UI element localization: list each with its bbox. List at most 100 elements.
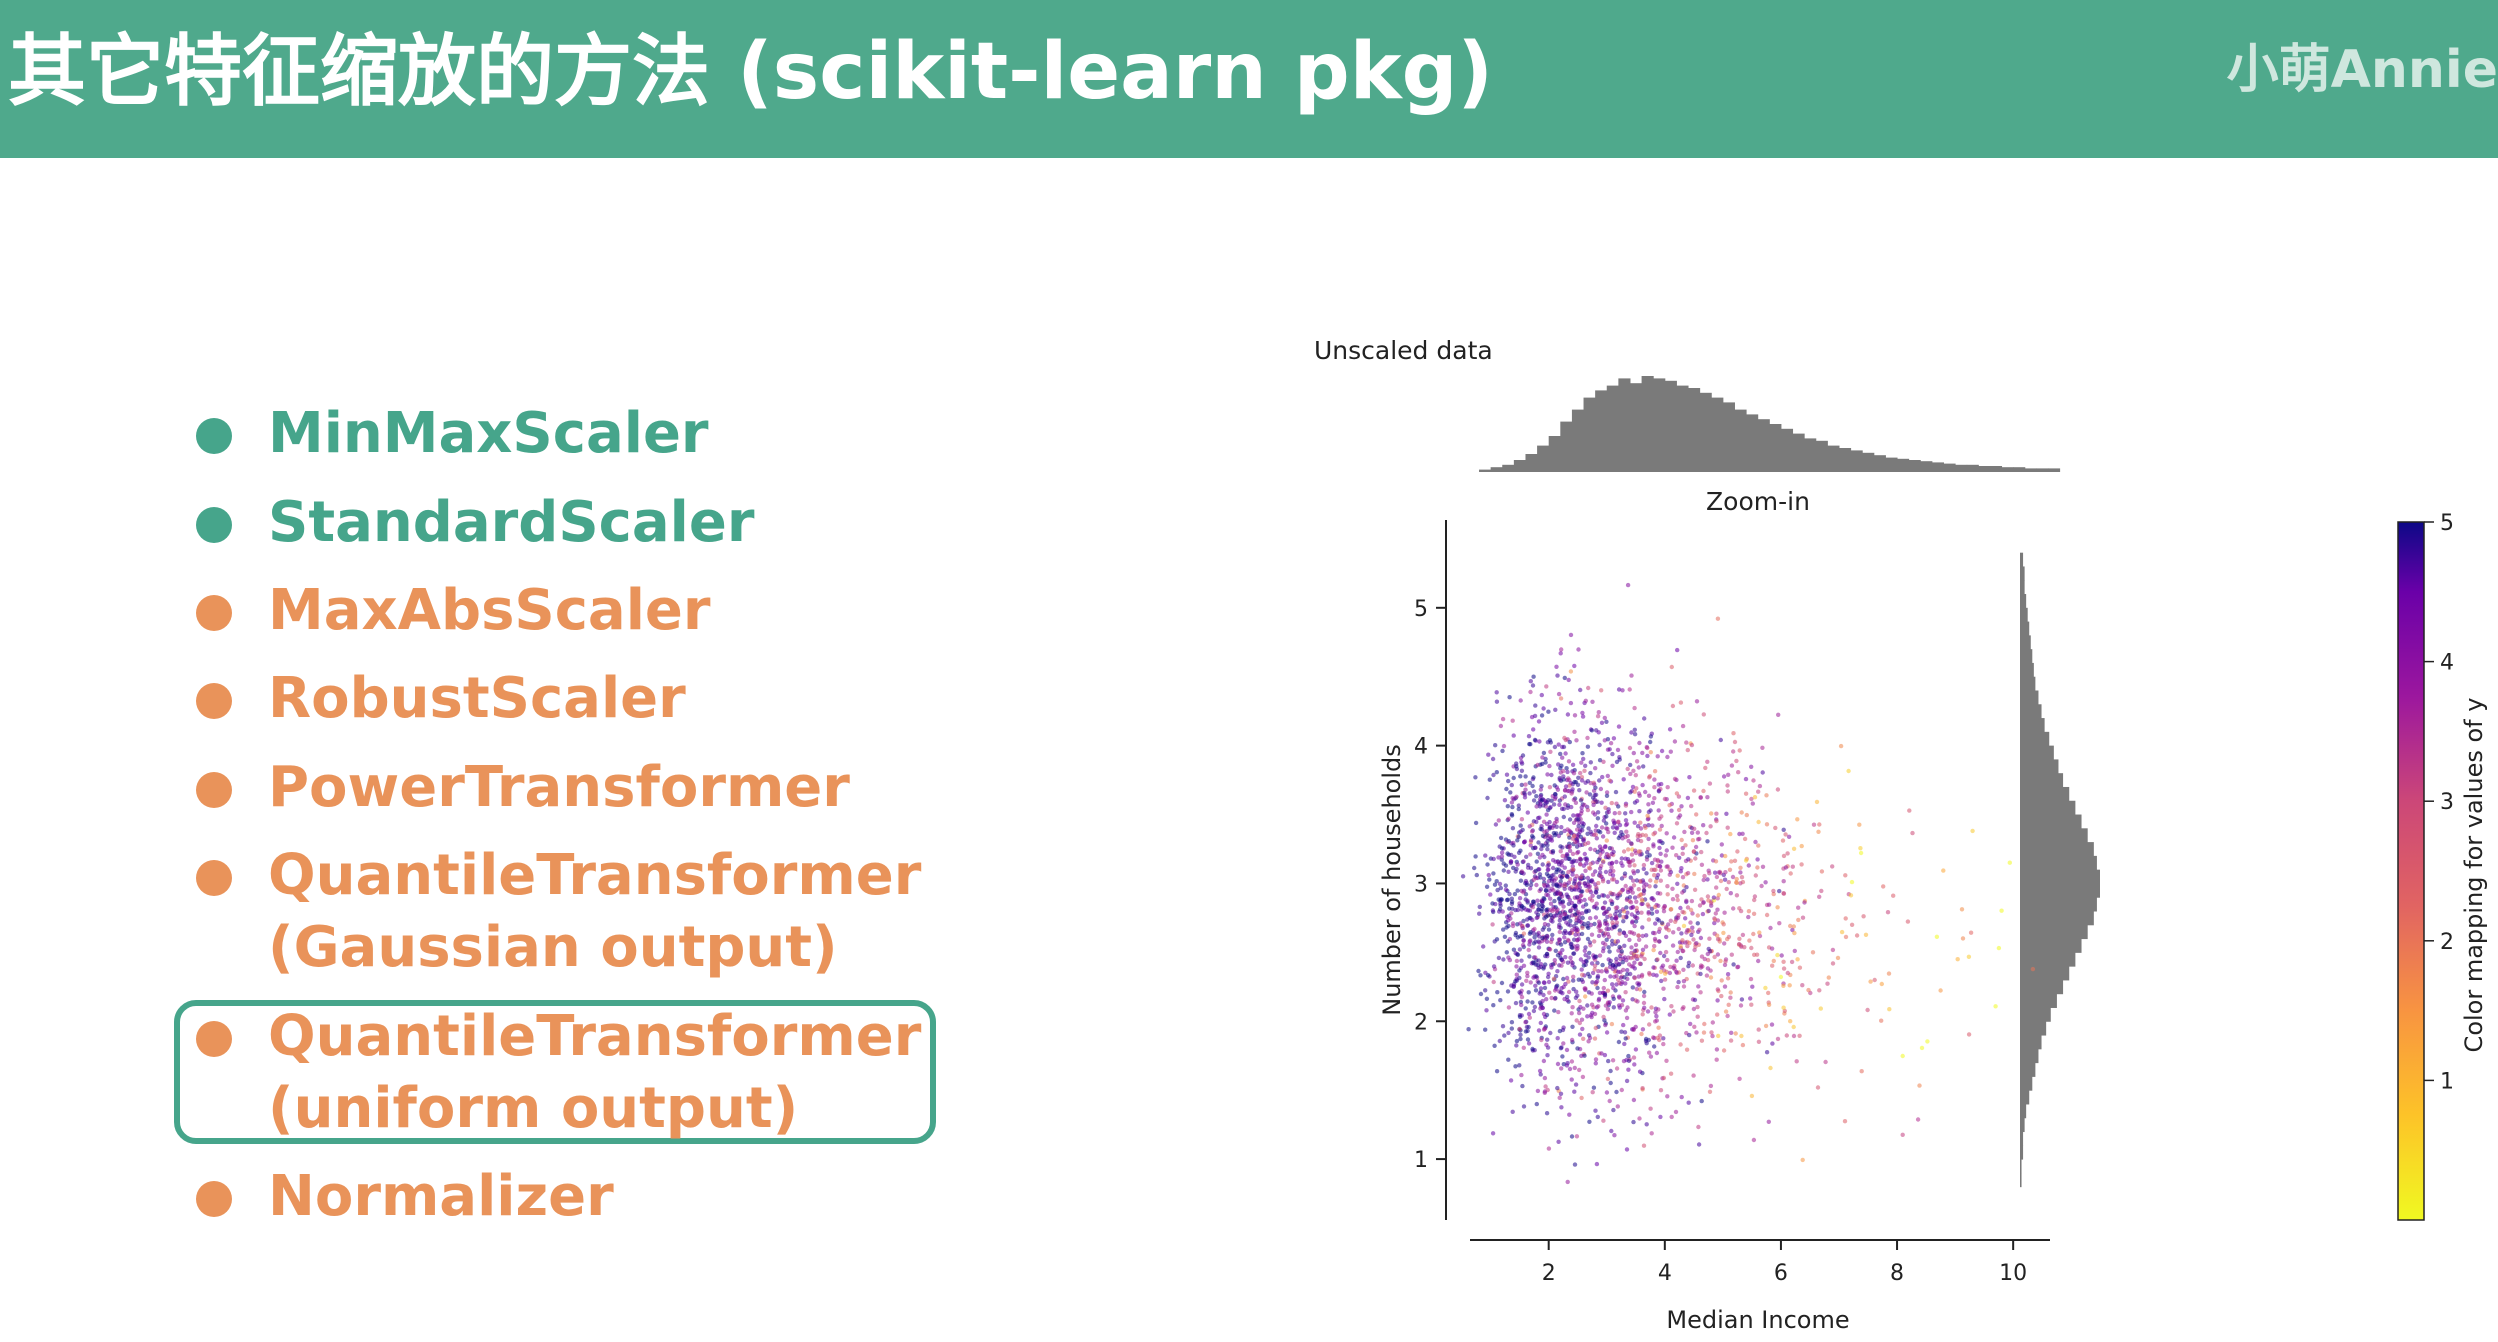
right-hist-bar (2020, 635, 2031, 650)
scatter-point (1674, 958, 1679, 963)
scatter-point (1533, 703, 1538, 708)
scatter-point (1610, 873, 1616, 878)
scatter-point (1628, 971, 1633, 977)
x-tick-label: 10 (1999, 1261, 2027, 1286)
scatter-point (1515, 935, 1520, 940)
scatter-point (1646, 802, 1651, 807)
scatter-point (1564, 766, 1569, 771)
scatter-point (1728, 891, 1733, 896)
scatter-point (1691, 788, 1697, 793)
top-hist-bar (1897, 458, 1910, 472)
scatter-point (1524, 1024, 1530, 1030)
scatter-point (1574, 873, 1579, 879)
scatter-point (1731, 749, 1736, 754)
scatter-point (1752, 894, 1758, 899)
scatter-point (1663, 971, 1668, 976)
scatter-point (1574, 894, 1580, 900)
scatter-point (1562, 865, 1567, 870)
scatter-point (1639, 974, 1645, 979)
scatter-point (1596, 933, 1602, 939)
scatter-point (1651, 897, 1656, 903)
scatter-point (1526, 1011, 1532, 1017)
scatter-point (1533, 988, 1539, 993)
scatter-point (1830, 864, 1835, 869)
scatter-point (1695, 1014, 1700, 1019)
scatter-point (1621, 1022, 1626, 1028)
scatter-point (1737, 1076, 1742, 1081)
scatter-point (1490, 908, 1496, 913)
scatter-point (1579, 760, 1584, 765)
scatter-point (1551, 976, 1557, 981)
scatter-point (1608, 958, 1613, 963)
scatter-point (1776, 712, 1781, 717)
scatter-point (1554, 664, 1559, 669)
scatter-point (1734, 880, 1739, 885)
scatter-point (1499, 980, 1505, 986)
scatter-point (1628, 771, 1633, 777)
scatter-point (1556, 1139, 1561, 1144)
scatter-point (1752, 952, 1757, 957)
scatter-point (1543, 1084, 1548, 1089)
scatter-point (1541, 1058, 1547, 1064)
scatter-point (1734, 893, 1740, 898)
right-hist-bar (2020, 621, 2030, 636)
scatter-point (1679, 931, 1684, 936)
scatter-point (1619, 949, 1624, 954)
scatter-point (1639, 910, 1644, 915)
scatter-point (1885, 910, 1891, 915)
scatter-point (1611, 996, 1616, 1001)
right-hist-bar (2020, 1007, 2051, 1022)
right-hist-bar (2020, 1159, 2022, 1174)
scatter-point (1705, 839, 1710, 844)
scatter-point (1641, 884, 1647, 889)
scatter-point (1697, 903, 1703, 908)
scatter-point (1652, 796, 1657, 801)
scatter-point (1587, 1035, 1593, 1041)
scatter-point (1691, 1073, 1696, 1078)
scatter-point (1572, 713, 1578, 718)
scatter-point (1637, 793, 1642, 798)
scatter-point (1586, 955, 1591, 960)
scatter-point (1519, 923, 1525, 929)
scatter-point (1582, 986, 1587, 991)
scatter-point (1642, 1005, 1647, 1010)
scatter-point (1562, 912, 1568, 917)
scatter-point (1566, 759, 1572, 764)
scatter-point (1639, 954, 1644, 959)
scatter-point (1704, 830, 1709, 836)
scatter-point (1707, 936, 1712, 941)
right-hist-bar (2020, 580, 2025, 595)
scatter-point (1483, 1027, 1488, 1032)
scatter-point (1649, 1005, 1654, 1010)
scatter-point (1604, 937, 1609, 942)
scatter-point (1696, 984, 1701, 989)
scatter-point (1781, 827, 1786, 832)
scatter-point (1593, 1025, 1598, 1031)
scatter-point (1534, 859, 1539, 864)
scatter-point (1497, 881, 1503, 887)
scatter-point (1553, 795, 1558, 800)
scatter-point (1705, 951, 1710, 957)
scatter-point (1755, 865, 1760, 870)
scatter-point (1525, 898, 1530, 903)
bullet-dot (196, 595, 232, 631)
scatter-point (1589, 932, 1595, 937)
scatter-point (1520, 753, 1526, 758)
scatter-point (1713, 859, 1719, 864)
scatter-point (1737, 748, 1742, 753)
scatter-point (1848, 893, 1854, 898)
scatter-point (1536, 965, 1541, 970)
scatter-point (1631, 1119, 1636, 1125)
x-axis-label: Median Income (1666, 1306, 1849, 1334)
scatter-point (1694, 699, 1700, 704)
scatter-point (1565, 1179, 1570, 1185)
scatter-point (1599, 825, 1605, 830)
scatter-point (1505, 939, 1510, 944)
scatter-point (1584, 861, 1589, 866)
scatter-point (1641, 993, 1647, 999)
scatter-point (1570, 1005, 1575, 1010)
scatter-point (1528, 838, 1534, 843)
scatter-point (1646, 809, 1652, 815)
scatter-point (1723, 870, 1728, 875)
scatter-point (1777, 921, 1782, 926)
